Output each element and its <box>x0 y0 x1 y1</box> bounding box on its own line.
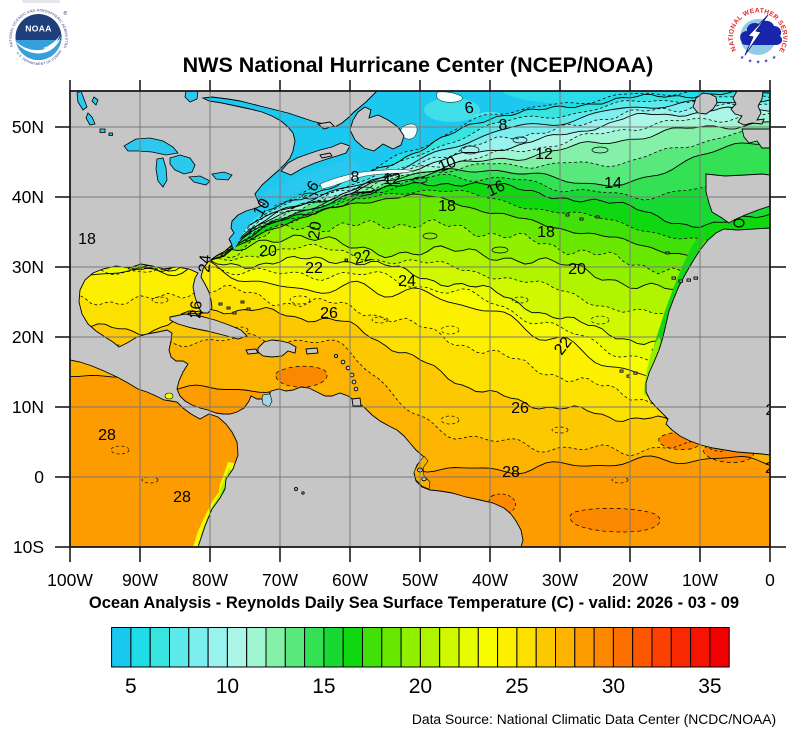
svg-text:2: 2 <box>766 402 775 419</box>
svg-text:18: 18 <box>537 224 555 241</box>
svg-text:28: 28 <box>98 427 116 444</box>
svg-text:Data Source: National Climatic: Data Source: National Climatic Data Cent… <box>412 711 776 727</box>
svg-text:25: 25 <box>505 675 528 698</box>
svg-text:35: 35 <box>698 675 721 698</box>
svg-text:8: 8 <box>351 169 360 186</box>
svg-text:★: ★ <box>756 60 761 66</box>
svg-text:90W: 90W <box>122 570 158 590</box>
svg-text:20W: 20W <box>612 570 648 590</box>
svg-text:★: ★ <box>772 55 777 61</box>
svg-text:30W: 30W <box>542 570 578 590</box>
svg-text:0: 0 <box>765 570 775 590</box>
svg-text:10: 10 <box>216 675 239 698</box>
svg-text:22: 22 <box>352 247 374 268</box>
svg-text:100W: 100W <box>47 570 93 590</box>
svg-text:14: 14 <box>604 175 622 192</box>
svg-text:5: 5 <box>125 675 137 698</box>
svg-text:8: 8 <box>499 117 508 134</box>
svg-text:28: 28 <box>765 460 783 477</box>
svg-text:16: 16 <box>484 177 507 200</box>
svg-text:40N: 40N <box>12 187 44 207</box>
svg-text:10W: 10W <box>682 570 718 590</box>
svg-text:®: ® <box>64 10 68 17</box>
svg-text:24: 24 <box>398 273 416 290</box>
svg-text:18: 18 <box>78 231 96 248</box>
svg-text:★: ★ <box>740 55 745 61</box>
svg-text:30N: 30N <box>12 257 44 277</box>
svg-text:50W: 50W <box>402 570 438 590</box>
svg-text:50N: 50N <box>12 117 44 137</box>
svg-text:24: 24 <box>196 254 214 273</box>
svg-text:30: 30 <box>602 675 625 698</box>
svg-text:20: 20 <box>409 675 432 698</box>
svg-text:Ocean Analysis - Reynolds Dail: Ocean Analysis - Reynolds Daily Sea Surf… <box>89 594 739 612</box>
svg-text:80W: 80W <box>192 570 228 590</box>
svg-text:20N: 20N <box>12 327 44 347</box>
svg-text:28: 28 <box>502 464 520 481</box>
svg-text:60W: 60W <box>332 570 368 590</box>
svg-text:18: 18 <box>438 198 456 215</box>
svg-text:20: 20 <box>568 261 586 278</box>
svg-text:★: ★ <box>748 59 753 65</box>
svg-text:12: 12 <box>383 171 401 188</box>
svg-text:28: 28 <box>173 489 191 506</box>
svg-text:10: 10 <box>436 154 459 176</box>
svg-text:★: ★ <box>764 59 769 65</box>
svg-text:10S: 10S <box>13 537 44 557</box>
svg-text:40W: 40W <box>472 570 508 590</box>
svg-text:10N: 10N <box>12 397 44 417</box>
svg-text:15: 15 <box>312 675 335 698</box>
svg-text:20: 20 <box>259 243 277 260</box>
svg-text:0: 0 <box>34 467 44 487</box>
svg-text:22: 22 <box>305 260 323 277</box>
svg-text:20: 20 <box>306 220 325 240</box>
svg-text:70W: 70W <box>262 570 298 590</box>
svg-text:26: 26 <box>320 305 338 322</box>
svg-text:NOAA: NOAA <box>25 24 52 34</box>
svg-text:26: 26 <box>187 300 205 319</box>
svg-text:10: 10 <box>250 196 274 220</box>
svg-text:6: 6 <box>463 99 475 117</box>
svg-text:NWS National Hurricane Center: NWS National Hurricane Center (NCEP/NOAA… <box>183 53 654 77</box>
svg-text:26: 26 <box>511 400 529 417</box>
svg-text:12: 12 <box>535 146 553 163</box>
